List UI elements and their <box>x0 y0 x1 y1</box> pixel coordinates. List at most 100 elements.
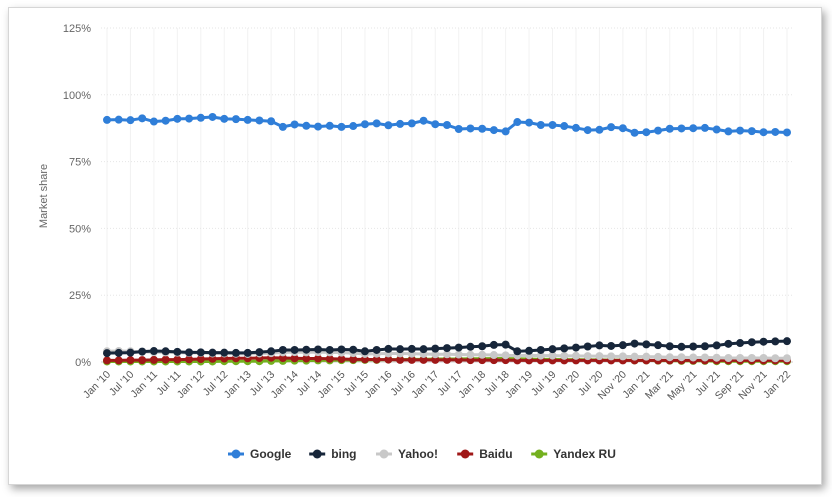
data-point[interactable] <box>278 345 287 354</box>
data-point[interactable] <box>419 345 428 354</box>
data-point[interactable] <box>548 120 557 129</box>
data-point[interactable] <box>759 337 768 346</box>
data-point[interactable] <box>396 345 405 354</box>
data-point[interactable] <box>548 351 557 360</box>
data-point[interactable] <box>607 123 616 132</box>
data-point[interactable] <box>454 125 463 134</box>
data-point[interactable] <box>314 345 323 354</box>
data-point[interactable] <box>407 344 416 353</box>
data-point[interactable] <box>501 127 510 136</box>
data-point[interactable] <box>443 355 451 364</box>
data-point[interactable] <box>419 116 428 125</box>
data-point[interactable] <box>712 353 721 362</box>
data-point[interactable] <box>267 347 276 356</box>
data-point[interactable] <box>783 337 791 346</box>
data-point[interactable] <box>267 117 276 126</box>
data-point[interactable] <box>630 339 639 348</box>
data-point[interactable] <box>161 116 170 125</box>
data-point[interactable] <box>454 343 463 352</box>
data-point[interactable] <box>771 337 780 346</box>
data-point[interactable] <box>325 121 334 130</box>
data-point[interactable] <box>536 345 545 354</box>
data-point[interactable] <box>161 347 170 356</box>
data-point[interactable] <box>349 345 358 354</box>
data-point[interactable] <box>196 113 205 122</box>
data-point[interactable] <box>454 350 463 359</box>
data-point[interactable] <box>407 355 416 364</box>
data-point[interactable] <box>759 353 768 362</box>
data-point[interactable] <box>747 353 756 362</box>
legend-item[interactable]: Baidu <box>457 447 513 461</box>
data-point[interactable] <box>654 352 663 361</box>
data-point[interactable] <box>196 355 205 364</box>
data-point[interactable] <box>654 126 663 135</box>
data-point[interactable] <box>677 353 686 362</box>
data-point[interactable] <box>149 117 158 126</box>
data-point[interactable] <box>103 349 111 358</box>
data-point[interactable] <box>243 115 252 124</box>
data-point[interactable] <box>443 344 451 353</box>
data-point[interactable] <box>548 345 557 354</box>
legend-item[interactable]: Yandex RU <box>531 447 616 461</box>
data-point[interactable] <box>302 121 311 130</box>
data-point[interactable] <box>618 124 627 133</box>
data-point[interactable] <box>302 345 311 354</box>
data-point[interactable] <box>595 341 604 350</box>
data-point[interactable] <box>278 122 287 131</box>
data-point[interactable] <box>771 354 780 363</box>
data-point[interactable] <box>618 341 627 350</box>
data-point[interactable] <box>724 127 733 136</box>
data-point[interactable] <box>443 350 451 359</box>
data-point[interactable] <box>783 354 791 363</box>
data-point[interactable] <box>571 123 580 132</box>
data-point[interactable] <box>689 124 698 133</box>
data-point[interactable] <box>712 341 721 350</box>
data-point[interactable] <box>396 355 405 364</box>
data-point[interactable] <box>489 126 498 135</box>
data-point[interactable] <box>384 344 393 353</box>
data-point[interactable] <box>583 352 592 361</box>
data-point[interactable] <box>712 125 721 134</box>
data-point[interactable] <box>689 353 698 362</box>
data-point[interactable] <box>126 356 135 365</box>
data-point[interactable] <box>419 355 428 364</box>
data-point[interactable] <box>314 354 323 363</box>
data-point[interactable] <box>290 354 299 363</box>
data-point[interactable] <box>478 342 487 351</box>
data-point[interactable] <box>103 115 111 124</box>
data-point[interactable] <box>255 116 264 125</box>
data-point[interactable] <box>736 339 745 348</box>
data-point[interactable] <box>595 352 604 361</box>
data-point[interactable] <box>607 341 616 350</box>
legend-item[interactable]: bing <box>309 447 357 461</box>
data-point[interactable] <box>114 348 123 357</box>
data-point[interactable] <box>278 353 287 362</box>
data-point[interactable] <box>126 116 135 125</box>
data-point[interactable] <box>337 122 346 131</box>
data-point[interactable] <box>138 114 147 123</box>
data-point[interactable] <box>231 348 240 357</box>
data-point[interactable] <box>665 124 674 133</box>
data-point[interactable] <box>231 115 240 124</box>
data-point[interactable] <box>114 115 123 124</box>
data-point[interactable] <box>349 122 358 131</box>
data-point[interactable] <box>525 346 534 355</box>
data-point[interactable] <box>431 120 440 129</box>
data-point[interactable] <box>149 347 158 356</box>
data-point[interactable] <box>431 355 440 364</box>
data-point[interactable] <box>501 351 510 360</box>
data-point[interactable] <box>642 340 651 349</box>
data-point[interactable] <box>185 355 194 364</box>
data-point[interactable] <box>583 342 592 351</box>
data-point[interactable] <box>431 344 440 353</box>
data-point[interactable] <box>747 127 756 136</box>
data-point[interactable] <box>642 128 651 137</box>
data-point[interactable] <box>536 351 545 360</box>
data-point[interactable] <box>443 120 451 129</box>
data-point[interactable] <box>161 355 170 364</box>
data-point[interactable] <box>149 355 158 364</box>
data-point[interactable] <box>138 356 147 365</box>
data-point[interactable] <box>302 354 311 363</box>
data-point[interactable] <box>372 355 381 364</box>
data-point[interactable] <box>478 350 487 359</box>
